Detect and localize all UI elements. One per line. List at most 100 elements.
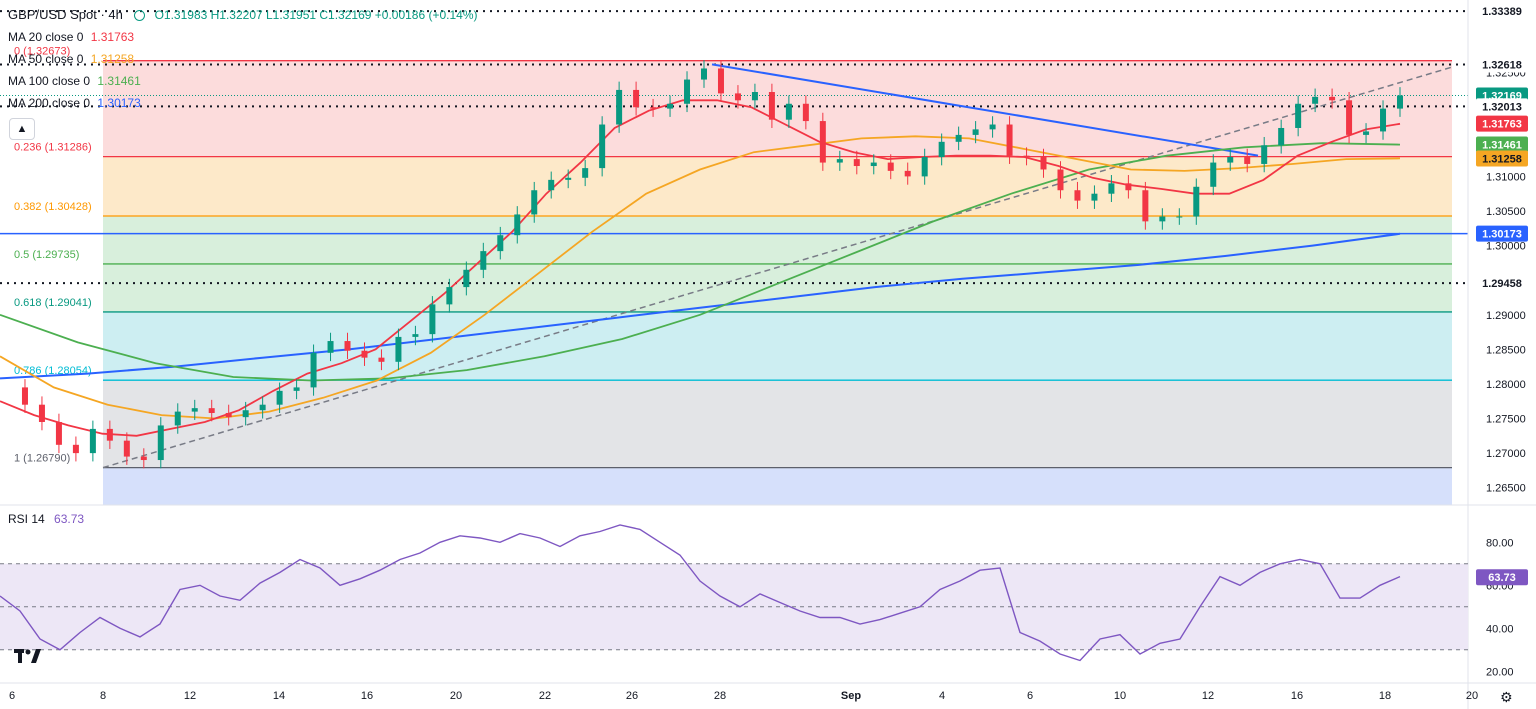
candle-body (751, 92, 758, 101)
x-tick-label: 10 (1114, 690, 1126, 702)
ma-legend-value: 1.31763 (90, 30, 135, 44)
price-tag-label: 1.30173 (1482, 229, 1522, 241)
fib-label: 0.236 (1.31286) (14, 142, 92, 154)
ma-legend-value: 1.31461 (97, 74, 141, 88)
fib-label: 1 (1.26790) (14, 453, 70, 465)
x-tick-label: 16 (361, 690, 373, 702)
collapse-legend-button[interactable]: ▲ (9, 118, 35, 140)
candle-body (514, 214, 521, 236)
candle-body (1397, 95, 1403, 109)
candle-body (1040, 157, 1047, 170)
tradingview-logo-icon[interactable] (14, 646, 42, 666)
candle-body (1125, 183, 1132, 191)
fib-label: 0.618 (1.29041) (14, 297, 92, 309)
candle-body (310, 352, 317, 388)
price-tag (1476, 56, 1528, 73)
candle-body (955, 134, 962, 142)
x-tick-label: 20 (1466, 690, 1478, 702)
x-tick-label: 12 (184, 690, 196, 702)
candle-body (21, 387, 28, 405)
candle-body (904, 170, 911, 177)
candle-body (106, 428, 113, 441)
candle-body (1023, 155, 1030, 158)
fib-zone (103, 311, 1452, 381)
price-tag-label: 1.33389 (1482, 6, 1522, 18)
candle-body (1227, 157, 1234, 163)
ma20-line (0, 99, 1401, 437)
ma-legend-20[interactable]: MA 20 close 0 1.31763 (8, 26, 478, 48)
ma-legend-value: 1.30173 (97, 96, 141, 110)
candle-body (140, 456, 147, 461)
candle-body (327, 341, 334, 353)
rsi-line (0, 524, 1401, 662)
price-tag (1476, 3, 1528, 20)
fib-label: 0.382 (1.30428) (14, 201, 92, 213)
fib-zone (103, 156, 1452, 216)
candle-body (1261, 145, 1268, 164)
fib-label: 0.5 (1.29735) (14, 249, 79, 261)
price-tag (1476, 225, 1528, 242)
candle-body (1312, 96, 1319, 104)
candle-body (259, 404, 266, 411)
rsi-band (0, 563, 1468, 650)
candle-body (717, 68, 724, 94)
candle-body (633, 89, 640, 108)
ma-legend-100[interactable]: MA 100 close 0 1.31461 (8, 70, 478, 92)
candle-body (157, 425, 164, 461)
y-tick-label: 1.27000 (1486, 448, 1526, 460)
symbol-label[interactable]: GBP/USD Spot · 4h (8, 7, 123, 22)
rsi-label[interactable]: RSI 14 (8, 512, 45, 526)
candle-body (938, 141, 945, 158)
ma-legend-value: 1.31258 (90, 52, 135, 66)
candle-body (89, 428, 96, 454)
rsi-value: 63.73 (54, 512, 85, 526)
candle-body (989, 124, 996, 130)
price-tag (1476, 115, 1528, 132)
candle-body (667, 103, 674, 109)
x-tick-label: 18 (1379, 690, 1391, 702)
rsi-tag (1476, 569, 1528, 586)
candle-body (853, 159, 860, 167)
rsi-tick-label: 80.00 (1486, 537, 1514, 549)
fib-zone (103, 60, 1452, 157)
candle-body (1142, 190, 1149, 222)
candle-body (972, 129, 979, 135)
x-tick-label: 20 (450, 690, 462, 702)
price-tag-label: 1.32618 (1482, 59, 1522, 71)
ma-legend-50[interactable]: MA 50 close 0 1.31258 (8, 48, 478, 70)
ma-legend-label: MA 50 close 0 (8, 52, 84, 66)
uptrend-line (102, 66, 1453, 469)
ma-legend-200[interactable]: MA 200 close 0 1.30173 (8, 92, 478, 114)
candle-body (242, 410, 249, 418)
moving-averages (0, 99, 1401, 437)
candle-body (548, 179, 555, 191)
y-tick-label: 1.27500 (1486, 414, 1526, 426)
candle-body (1346, 100, 1353, 135)
y-tick-label: 1.31000 (1486, 171, 1526, 183)
settings-gear-icon[interactable]: ⚙ (1500, 689, 1513, 705)
rsi-tick-label: 40.00 (1486, 623, 1514, 635)
candle-body (1006, 124, 1013, 156)
x-tick-label: 12 (1202, 690, 1214, 702)
candle-body (582, 168, 589, 178)
candle-body (1363, 131, 1370, 135)
ohlc-values: O1.31983 H1.32207 L1.31951 C1.32169 +0.0… (154, 8, 478, 22)
candle-body (72, 444, 79, 454)
candle-body (836, 159, 843, 163)
candle-body (1057, 169, 1064, 191)
candle-body (1108, 183, 1115, 194)
candle-body (921, 157, 928, 177)
candle-body (1380, 108, 1387, 132)
x-tick-label: 8 (100, 690, 106, 702)
fib-zone (103, 215, 1452, 264)
candle-body (870, 162, 877, 167)
candle-body (429, 304, 436, 335)
x-tick-label: 4 (939, 690, 945, 702)
candle-body (463, 269, 470, 288)
price-tag (1476, 98, 1528, 115)
x-tick-label: 26 (626, 690, 638, 702)
candle-body (361, 350, 368, 358)
y-tick-label: 1.29000 (1486, 310, 1526, 322)
